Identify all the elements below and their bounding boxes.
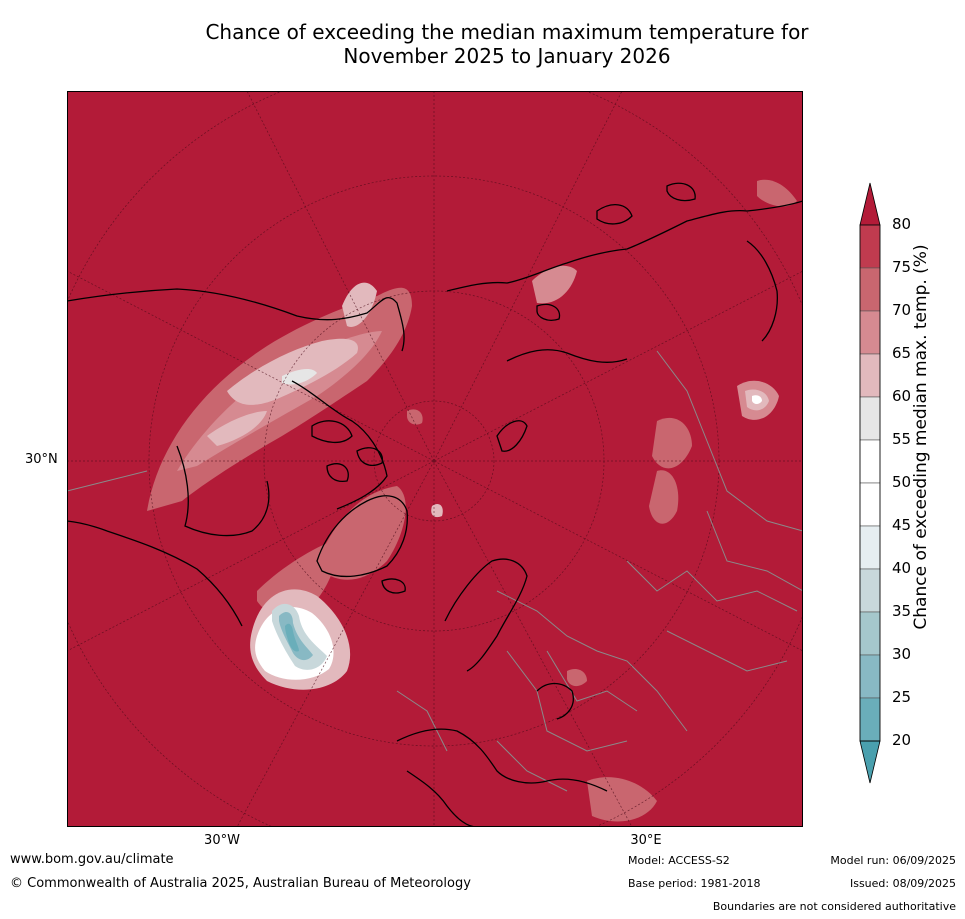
colorbar-tick-label: 20	[892, 731, 912, 749]
footer-model: Model: ACCESS-S2	[628, 854, 730, 867]
colorbar-bin-75-80	[859, 224, 881, 269]
colorbar-bin-below-20	[859, 740, 881, 784]
footer-website: www.bom.gov.au/climate	[10, 852, 174, 867]
colorbar-bin-25-30	[859, 654, 881, 699]
colorbar-tick-label: 75	[892, 258, 912, 276]
colorbar-tick-label: 50	[892, 473, 912, 491]
colorbar-tick-label: 60	[892, 387, 912, 405]
colorbar-bin-35-40	[859, 568, 881, 613]
colorbar-bin-20-25	[859, 697, 881, 742]
colorbar-tick-label: 80	[892, 215, 912, 233]
coastlines	[67, 182, 803, 827]
colorbar-tick-label: 40	[892, 559, 912, 577]
colorbar-bin-45-50	[859, 482, 881, 527]
lon-label-30e: 30°E	[630, 833, 662, 848]
colorbar	[859, 182, 881, 784]
title-line-1: Chance of exceeding the median maximum t…	[205, 20, 809, 44]
lon-label-30w: 30°W	[204, 833, 240, 848]
country-borders	[67, 350, 803, 792]
colorbar-title: Chance of exceeding median max. temp. (%…	[911, 244, 931, 630]
colorbar-tick-label: 30	[892, 645, 912, 663]
title-line-2: November 2025 to January 2026	[343, 44, 671, 68]
colorbar-bin-70-75	[859, 267, 881, 312]
footer-base-period: Base period: 1981-2018	[628, 877, 761, 890]
graticule	[67, 91, 803, 827]
colorbar-tick-label: 65	[892, 344, 912, 362]
lat-label-30n: 30°N	[25, 452, 58, 467]
footer-model-run: Model run: 06/09/2025	[830, 854, 956, 867]
colorbar-bin-50-55	[859, 439, 881, 484]
footer-issued: Issued: 08/09/2025	[849, 877, 956, 890]
chart-title: Chance of exceeding the median maximum t…	[67, 20, 947, 68]
colorbar-bin-30-35	[859, 611, 881, 656]
footer-copyright: © Commonwealth of Australia 2025, Austra…	[10, 876, 471, 891]
colorbar-tick-label: 55	[892, 430, 912, 448]
colorbar-tick-label: 35	[892, 602, 912, 620]
colorbar-bin-above-80	[859, 182, 881, 226]
probability-shading	[147, 179, 797, 822]
colorbar-bin-55-60	[859, 396, 881, 441]
colorbar-tick-label: 25	[892, 688, 912, 706]
colorbar-bin-65-70	[859, 310, 881, 355]
colorbar-bin-40-45	[859, 525, 881, 570]
colorbar-tick-label: 45	[892, 516, 912, 534]
colorbar-outline	[859, 224, 881, 742]
footer-disclaimer: Boundaries are not considered authoritat…	[712, 900, 956, 913]
forecast-map	[67, 91, 803, 827]
colorbar-bin-60-65	[859, 353, 881, 398]
colorbar-tick-label: 70	[892, 301, 912, 319]
